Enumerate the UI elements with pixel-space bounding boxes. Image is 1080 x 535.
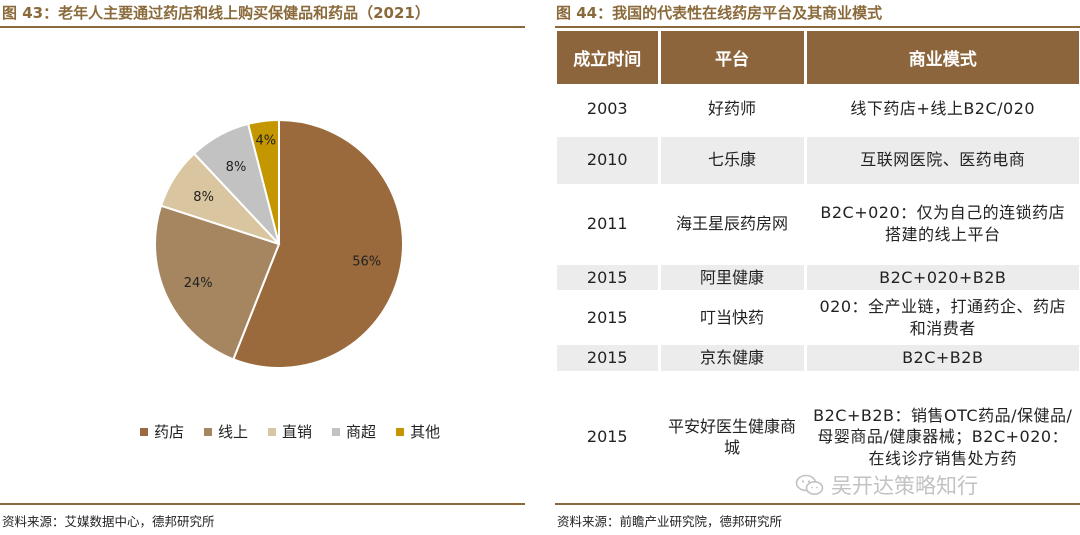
table-row: 2015 叮当快药 020：全产业链，打通药企、药店和消费者	[557, 291, 1079, 346]
watermark: 吴开达策略知行	[795, 470, 978, 500]
bottom-rule-left	[0, 503, 525, 505]
cell-model: 互联网医院、医药电商	[805, 135, 1079, 187]
legend-item-other: 其他	[396, 421, 440, 442]
legend-label-supermarket: 商超	[346, 423, 377, 441]
source-note-right: 资料来源：前瞻产业研究院，德邦研究所	[557, 514, 783, 529]
legend-swatch-direct	[268, 427, 277, 436]
header-platform: 平台	[659, 31, 807, 84]
table-header-row: 成立时间 平台 商业模式	[557, 31, 1079, 84]
cell-platform: 好药师	[659, 84, 807, 137]
legend-swatch-online	[204, 427, 213, 436]
cell-model: B2C+B2B	[805, 343, 1079, 374]
cell-year: 2003	[557, 84, 661, 137]
legend-item-direct: 直销	[268, 421, 312, 442]
pie-slice-other	[246, 118, 280, 245]
header-year: 成立时间	[557, 31, 661, 84]
cell-model: B2C+020+B2B	[805, 263, 1079, 294]
pie-label-other: 4%	[255, 133, 276, 148]
bottom-rule-right	[555, 503, 1080, 505]
source-note-left: 资料来源：艾媒数据中心，德邦研究所	[2, 514, 215, 529]
legend-swatch-other	[396, 427, 405, 436]
table-row: 2011 海王星辰药房网 B2C+020：仅为自己的连锁药店搭建的线上平台	[557, 185, 1079, 265]
table-row: 2010 七乐康 互联网医院、医药电商	[557, 135, 1079, 187]
cell-model: B2C+B2B：销售OTC药品/保健品/母婴商品/健康器械；B2C+020：在线…	[805, 372, 1079, 504]
figure-44-title: 图 44：我国的代表性在线药房平台及其商业模式	[556, 4, 883, 22]
cell-model: 020：全产业链，打通药企、药店和消费者	[805, 291, 1079, 346]
pie-slice-online	[154, 204, 281, 361]
legend-label-online: 线上	[218, 423, 249, 441]
wechat-icon	[795, 474, 824, 495]
cell-year: 2015	[557, 291, 661, 346]
cell-year: 2015	[557, 343, 661, 374]
header-model: 商业模式	[805, 31, 1079, 84]
cell-platform: 京东健康	[659, 343, 807, 374]
title-rule-right	[555, 26, 1080, 28]
legend-swatch-supermarket	[332, 427, 341, 436]
cell-year: 2015	[557, 263, 661, 294]
table-row: 2015 平安好医生健康商城 B2C+B2B：销售OTC药品/保健品/母婴商品/…	[557, 372, 1079, 504]
cell-platform: 阿里健康	[659, 263, 807, 294]
cell-year: 2015	[557, 372, 661, 504]
pie-label-pharmacy: 56%	[352, 255, 381, 270]
figure-43-title: 图 43：老年人主要通过药店和线上购买保健品和药品（2021）	[2, 4, 430, 22]
legend-label-direct: 直销	[282, 423, 313, 441]
cell-platform: 平安好医生健康商城	[659, 372, 807, 504]
legend-swatch-pharmacy	[140, 427, 148, 436]
pie-label-online: 24%	[184, 276, 213, 291]
legend-label-pharmacy: 药店	[154, 423, 185, 441]
pie-slice-pharmacy	[232, 118, 404, 369]
legend-label-other: 其他	[410, 423, 441, 441]
table-row: 2015 阿里健康 B2C+020+B2B	[557, 263, 1079, 294]
platform-table: 成立时间 平台 商业模式 2003 好药师 线下药店+线上B2C/020 201…	[557, 31, 1079, 504]
pie-label-supermarket: 8%	[226, 160, 247, 175]
cell-platform: 七乐康	[659, 135, 807, 187]
table-row: 2015 京东健康 B2C+B2B	[557, 343, 1079, 374]
table-row: 2003 好药师 线下药店+线上B2C/020	[557, 84, 1079, 137]
title-rule-left	[0, 26, 525, 28]
legend-item-supermarket: 商超	[332, 421, 376, 442]
cell-year: 2010	[557, 135, 661, 187]
cell-model: 线下药店+线上B2C/020	[805, 84, 1079, 137]
chart-legend: 药店 线上 直销 商超 其他	[140, 421, 440, 442]
legend-item-online: 线上	[204, 421, 248, 442]
cell-year: 2011	[557, 185, 661, 265]
cell-platform: 叮当快药	[659, 291, 807, 346]
pie-label-direct: 8%	[193, 190, 214, 205]
cell-model: B2C+020：仅为自己的连锁药店搭建的线上平台	[805, 185, 1079, 265]
legend-item-pharmacy: 药店	[140, 421, 184, 442]
pie-chart: 56% 24% 8% 8% 4%	[154, 118, 404, 369]
cell-platform: 海王星辰药房网	[659, 185, 807, 265]
watermark-text: 吴开达策略知行	[831, 474, 978, 498]
